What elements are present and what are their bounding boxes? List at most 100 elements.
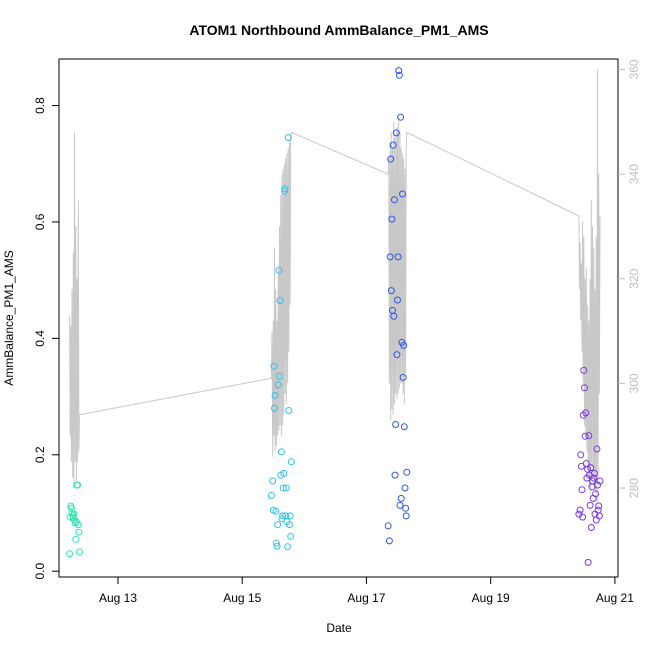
data-point [389, 141, 397, 149]
line-path [69, 69, 601, 504]
y2-tick-label: 280 [627, 478, 641, 498]
data-point [399, 373, 407, 381]
data-point [273, 542, 281, 550]
data-point [390, 196, 398, 204]
y-tick-label: 0.6 [33, 213, 47, 230]
data-point [582, 409, 590, 417]
data-point [590, 474, 598, 482]
data-point [579, 513, 587, 521]
data-point [392, 129, 400, 137]
chart-title: ATOM1 Northbound AmmBalance_PM1_AMS [189, 22, 488, 38]
data-point [400, 341, 408, 349]
data-point [387, 155, 395, 163]
data-point [390, 312, 398, 320]
data-point [279, 512, 287, 520]
y2-tick-label: 300 [627, 373, 641, 393]
x-tick-label: Aug 13 [99, 591, 137, 605]
data-point [285, 521, 293, 529]
data-point [276, 372, 283, 380]
data-point [274, 381, 282, 389]
data-point [76, 548, 83, 556]
x-tick-label: Aug 15 [223, 591, 261, 605]
data-point [385, 537, 393, 545]
data-point [587, 464, 595, 472]
data-point [74, 521, 82, 529]
data-point [74, 481, 82, 489]
data-point [75, 528, 83, 536]
data-point [267, 492, 275, 499]
data-point [581, 384, 588, 392]
data-point [275, 266, 283, 274]
data-point [287, 458, 295, 466]
data-point [271, 391, 279, 399]
data-point [67, 504, 75, 512]
data-point [592, 516, 600, 524]
data-point [392, 421, 400, 428]
data-point [394, 253, 402, 261]
data-point [272, 539, 280, 547]
data-point [270, 362, 278, 370]
data-point [66, 550, 74, 558]
y-axis: 0.0 0.2 0.4 0.6 0.8 [33, 97, 59, 580]
data-point [271, 404, 278, 412]
data-point [393, 351, 401, 359]
y-tick-label: 0.0 [33, 563, 47, 580]
data-point [577, 451, 585, 459]
data-point [596, 477, 604, 485]
y-tick-label: 0.8 [33, 97, 47, 114]
data-point [576, 506, 584, 514]
data-point [276, 297, 284, 304]
x-tick-label: Aug 17 [347, 591, 385, 605]
data-point [402, 512, 410, 520]
plot-frame [58, 58, 619, 578]
data-point [286, 512, 294, 520]
data-point [586, 501, 594, 509]
data-point [580, 366, 588, 374]
data-point [282, 484, 290, 492]
data-point [584, 558, 592, 566]
data-point [387, 287, 395, 295]
data-point [593, 445, 601, 453]
data-point [595, 512, 603, 520]
data-point [587, 524, 595, 531]
data-point [384, 522, 392, 530]
data-point [394, 296, 401, 304]
data-point [66, 513, 74, 521]
data-point [277, 448, 285, 456]
x-tick-label: Aug 19 [472, 591, 510, 605]
data-point [285, 407, 293, 414]
y-axis-label: AmmBalance_PM1_AMS [2, 250, 16, 385]
data-point [386, 253, 394, 261]
y-tick-label: 0.4 [33, 330, 47, 347]
data-point [397, 494, 405, 502]
data-point [581, 432, 589, 440]
data-point [287, 532, 295, 540]
data-point [281, 185, 289, 193]
data-point [578, 486, 586, 494]
data-point [399, 190, 406, 198]
x-axis-label: Date [326, 621, 352, 635]
data-point [585, 432, 593, 440]
data-point [403, 468, 411, 476]
x-tick-label: Aug 21 [596, 591, 634, 605]
data-point [396, 501, 404, 509]
data-point [401, 484, 409, 492]
data-point [284, 543, 292, 551]
data-point [391, 471, 399, 479]
data-point [388, 215, 396, 223]
data-point [284, 134, 292, 142]
y2-tick-label: 360 [627, 59, 641, 79]
data-point [400, 423, 408, 431]
data-point [272, 507, 280, 515]
data-point [595, 502, 603, 510]
data-point [395, 71, 403, 79]
points-layer [66, 67, 604, 566]
data-point [279, 484, 287, 492]
right-axis: 280 300 320 340 360 [618, 59, 641, 498]
y2-tick-label: 320 [627, 268, 641, 288]
data-point [402, 504, 410, 512]
data-point [269, 477, 277, 485]
data-point [274, 521, 282, 529]
plot-box [58, 58, 619, 578]
